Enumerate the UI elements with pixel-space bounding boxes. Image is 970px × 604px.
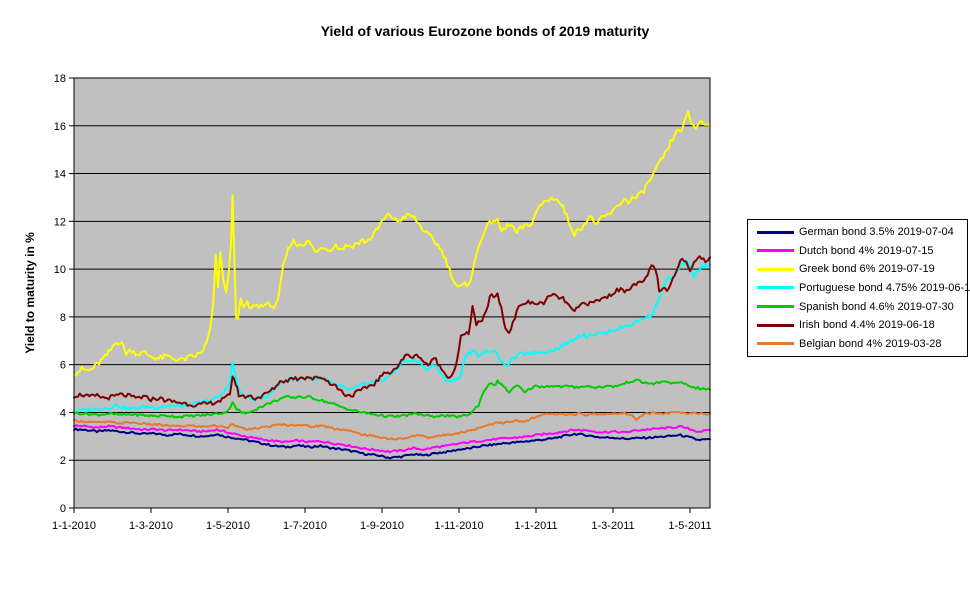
chart-title: Yield of various Eurozone bonds of 2019 … (320, 23, 650, 39)
series-line-0 (73, 427, 711, 460)
legend-label: Dutch bond 4% 2019-07-15 (799, 244, 934, 257)
series-line-2 (73, 110, 711, 378)
legend-line-swatch (757, 267, 794, 271)
series-line-1 (73, 424, 711, 454)
legend-line-swatch (757, 305, 794, 309)
y-tick-label: 10 (54, 264, 66, 276)
x-tick-label: 1-3-2010 (129, 520, 173, 532)
legend: German bond 3.5% 2019-07-04 Dutch bond 4%… (747, 219, 970, 357)
y-tick-label: 12 (54, 216, 66, 228)
y-tick-label: 6 (60, 360, 66, 372)
legend-item: Greek bond 6% 2019-07-19 (748, 262, 967, 277)
legend-line-swatch (757, 342, 794, 346)
series-line-5 (73, 255, 711, 408)
legend-label: Irish bond 4.4% 2019-06-18 (799, 319, 935, 332)
series-line-4 (73, 378, 711, 419)
legend-item: German bond 3.5% 2019-07-04 (748, 225, 967, 240)
series-line-6 (73, 410, 711, 441)
x-tick-label: 1-1-2011 (514, 520, 557, 532)
y-tick-label: 14 (54, 169, 66, 181)
x-tick-label: 1-1-2010 (52, 520, 96, 532)
legend-line-swatch (757, 323, 794, 327)
legend-item: Irish bond 4.4% 2019-06-18 (748, 318, 967, 333)
series-group (73, 110, 711, 460)
x-tick-label: 1-7-2010 (283, 520, 327, 532)
plot-area (74, 78, 710, 508)
legend-label: German bond 3.5% 2019-07-04 (799, 226, 954, 239)
y-tick-label: 0 (60, 503, 66, 515)
x-tick-label: 1-9-2010 (360, 520, 404, 532)
x-tick-label: 1-5-2010 (206, 520, 250, 532)
legend-line-swatch (757, 249, 794, 253)
legend-label: Portuguese bond 4.75% 2019-06-14 (799, 281, 970, 294)
y-tick-label: 18 (54, 73, 66, 85)
legend-item: Spanish bond 4.6% 2019-07-30 (748, 299, 967, 314)
plot-border (73, 77, 711, 509)
legend-label: Greek bond 6% 2019-07-19 (799, 263, 935, 276)
y-tick-label: 16 (54, 121, 66, 133)
x-tick-label: 1-11-2010 (434, 520, 483, 532)
legend-line-swatch (757, 286, 794, 290)
y-tick-label: 2 (60, 455, 66, 467)
y-tick-label: 4 (60, 407, 66, 419)
y-tick-label: 8 (60, 312, 66, 324)
x-tick-label: 1-5-2011 (668, 520, 711, 532)
legend-label: Belgian bond 4% 2019-03-28 (799, 337, 942, 350)
legend-item: Belgian bond 4% 2019-03-28 (748, 336, 967, 351)
legend-label: Spanish bond 4.6% 2019-07-30 (799, 300, 954, 313)
x-tick-label: 1-3-2011 (591, 520, 634, 532)
legend-item: Dutch bond 4% 2019-07-15 (748, 243, 967, 258)
legend-item: Portuguese bond 4.75% 2019-06-14 (748, 280, 970, 295)
legend-line-swatch (757, 230, 794, 234)
